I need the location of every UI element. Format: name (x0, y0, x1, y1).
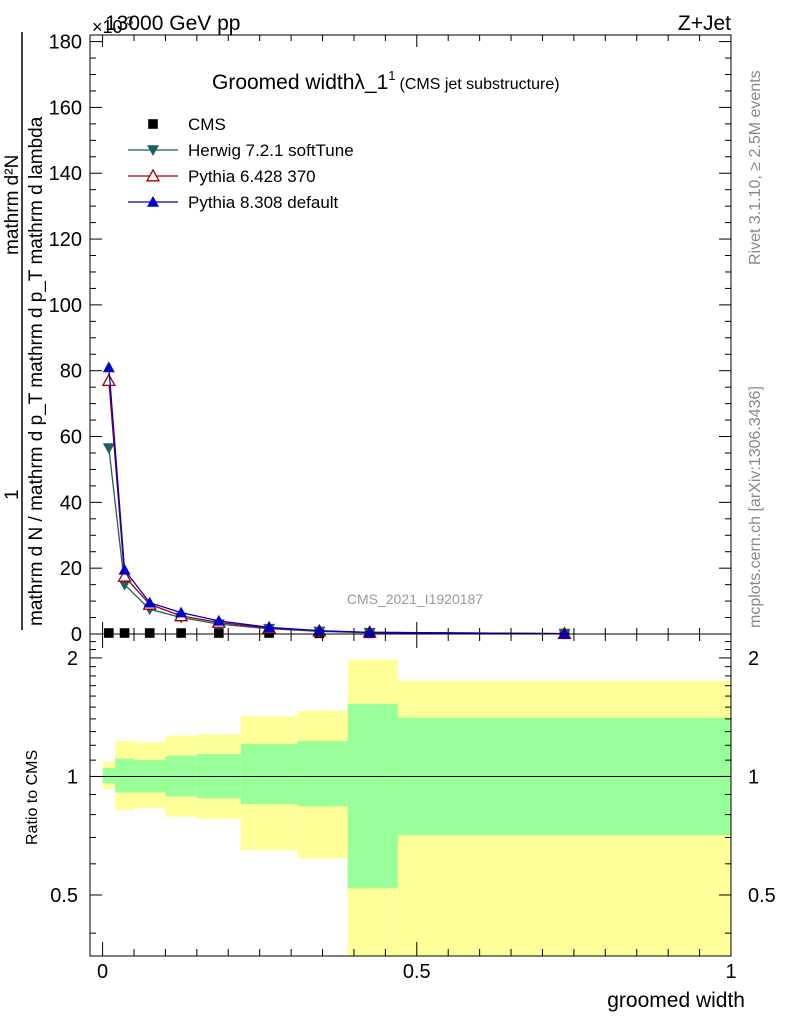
ratio-uncertainty-bands (102, 659, 731, 956)
legend-entry: Pythia 8.308 default (128, 193, 339, 212)
series-pythia-6-428-370 (101, 373, 572, 640)
data-point (263, 621, 276, 633)
main-panel: 0 20 40 60 80 100 120 140 160 180 Groomed widthλ_… (2, 32, 732, 646)
legend-label: CMS (188, 115, 226, 134)
main-ylabel: 1 mathrm d²N mathrm d N / mathrm d p_T m… (2, 32, 47, 630)
main-ytick-label: 180 (49, 32, 82, 54)
ratio-ytick-label: 1 (67, 766, 78, 788)
data-point (313, 624, 326, 636)
legend-label: Pythia 8.308 default (188, 193, 339, 212)
data-point (119, 628, 130, 638)
legend-marker (147, 196, 159, 207)
ratio-ytick-label-right: 2 (748, 648, 759, 670)
process-label: Z+Jet (678, 12, 731, 35)
data-point (118, 563, 131, 575)
data-point (117, 569, 132, 582)
main-ytick-label: 0 (71, 624, 82, 646)
inner-uncertainty-band (347, 703, 398, 889)
ratio-plot-frame (89, 633, 732, 957)
series-line (108, 367, 565, 635)
data-point (143, 596, 156, 608)
main-axis-ticks: 0 20 40 60 80 100 120 140 160 180 (49, 32, 732, 646)
main-ytick-label: 40 (60, 492, 82, 514)
ratio-xtick-label: 1 (725, 961, 736, 983)
data-point (176, 628, 186, 638)
ratio-xtick-label: 0.5 (403, 961, 431, 983)
legend-marker (148, 119, 158, 129)
exponent-power: -3 (123, 14, 134, 28)
chart-title-superscript: 1 (388, 68, 395, 83)
inner-uncertainty-band (115, 758, 134, 793)
series-line (108, 380, 565, 635)
legend-entry: Herwig 7.2.1 softTune (128, 141, 354, 160)
data-point (212, 614, 225, 626)
inner-uncertainty-band (297, 741, 348, 807)
main-ytick-label: 20 (60, 558, 82, 580)
chart-subtitle: (CMS jet substructure) (400, 76, 560, 93)
x-axis-label: groomed width (607, 989, 745, 1012)
chart-title: Groomed widthλ_11 (CMS jet substructure) (212, 68, 560, 94)
main-ytick-label: 140 (49, 163, 82, 185)
series-pythia-8-308-default (102, 361, 571, 639)
data-point (558, 627, 571, 639)
ratio-xtick-label: 0 (97, 961, 108, 983)
legend-marker (147, 145, 159, 156)
ratio-ytick-label: 0.5 (50, 885, 78, 907)
data-point (101, 373, 116, 387)
data-point (102, 443, 115, 455)
legend-marker (145, 168, 161, 182)
main-ylabel-numerator: mathrm d²N (2, 155, 23, 255)
data-point (104, 628, 114, 638)
data-point (175, 606, 188, 618)
ratio-ytick-label: 2 (67, 648, 78, 670)
energy-label: 13000 GeV pp (105, 12, 240, 35)
legend-entry: Pythia 6.428 370 (128, 167, 316, 186)
data-point (118, 579, 131, 591)
main-ytick-label: 160 (49, 97, 82, 119)
ratio-panel: 0.5 0.5 1 1 2 2 0 0.5 1 Ratio to CMS groomed wid… (24, 633, 776, 1012)
main-ytick-label: 120 (49, 229, 82, 251)
series-line (108, 447, 565, 635)
legend-entry: CMS (148, 115, 226, 134)
main-plot-frame (89, 34, 732, 635)
main-ytick-label: 60 (60, 427, 82, 449)
main-series-group (101, 361, 572, 640)
chart-title-main: Groomed widthλ_1 (212, 71, 388, 94)
main-ytick-label: 100 (49, 295, 82, 317)
inner-uncertainty-band (240, 743, 298, 805)
legend: CMS Herwig 7.2.1 softTune Pythia 6.428 370… (128, 115, 354, 212)
exponent-label: ×10-3 (92, 14, 134, 37)
legend-label: Pythia 6.428 370 (188, 167, 316, 186)
main-ylabel-denominator: mathrm d N / mathrm d p_T mathrm d p_T m… (26, 116, 47, 626)
ratio-ytick-label-right: 0.5 (748, 885, 776, 907)
ratio-ytick-label-right: 1 (748, 766, 759, 788)
inner-uncertainty-band (102, 768, 116, 784)
data-point (144, 628, 155, 638)
exponent-base: ×10 (92, 17, 123, 37)
ratio-ylabel: Ratio to CMS (24, 750, 41, 845)
main-ytick-label: 80 (60, 361, 82, 383)
mcplots-label: mcplots.cern.ch [arXiv:1306.3436] (747, 386, 764, 628)
rivet-label: Rivet 3.1.10, ≥ 2.5M events (747, 70, 764, 265)
ratio-axis-ticks: 0.5 0.5 1 1 2 2 0 0.5 1 (50, 634, 776, 983)
data-point (214, 628, 224, 638)
main-ylabel-prefix: 1 (2, 489, 23, 500)
legend-label: Herwig 7.2.1 softTune (188, 141, 354, 160)
data-point (102, 361, 115, 373)
watermark: CMS_2021_I1920187 (347, 591, 483, 607)
